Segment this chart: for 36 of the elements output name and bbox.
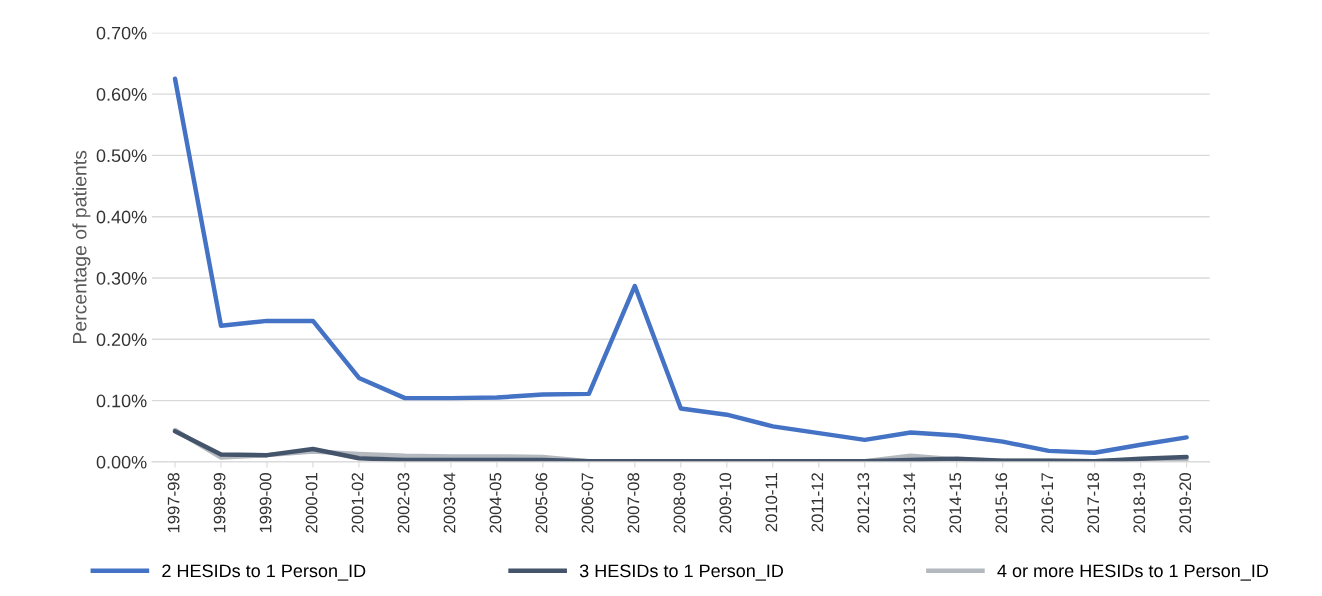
x-tick-label: 2013-14	[903, 472, 916, 533]
x-tick-label: 1998-99	[213, 473, 226, 533]
x-tick-label: 2017-18	[1087, 473, 1100, 533]
x-tick-label: 2006-07	[581, 473, 594, 533]
line-series	[172, 76, 1189, 455]
y-tick-label: 0.00%	[96, 455, 147, 469]
x-tick-label: 2012-13	[857, 473, 870, 533]
x-tick-label: 2009-10	[719, 472, 732, 533]
x-tick-label: 2016-17	[1041, 473, 1054, 533]
x-tick-label: 2008-09	[673, 473, 686, 533]
x-tick-label: 2003-04	[443, 472, 456, 533]
x-tick-label: 2007-08	[627, 473, 640, 533]
x-tick-label: 2011-12	[811, 473, 824, 532]
legend-label: 3 HESIDs to 1 Person_ID	[579, 564, 784, 581]
y-tick-label: 0.30%	[96, 271, 147, 285]
y-tick-label: 0.70%	[96, 26, 147, 40]
x-tick-label: 2019-20	[1179, 472, 1192, 533]
x-tick-label: 2004-05	[489, 473, 502, 533]
y-tick-label: 0.20%	[96, 333, 147, 347]
x-tick-label: 2001-02	[351, 473, 364, 533]
x-tick-label: 2000-01	[305, 473, 318, 533]
legend-label: 2 HESIDs to 1 Person_ID	[162, 564, 366, 581]
x-tick-label: 2015-16	[995, 473, 1008, 533]
x-tick-label: 2002-03	[397, 473, 410, 533]
x-tick-label: 1997-98	[167, 473, 180, 533]
x-tick-label: 1999-00	[259, 472, 272, 533]
x-tick-label: 2010-11	[765, 473, 778, 532]
y-tick-label: 0.50%	[96, 149, 147, 163]
y-tick-label: 0.40%	[96, 210, 147, 224]
x-tick-label: 2018-19	[1133, 473, 1146, 533]
y-tick-label: 0.10%	[96, 394, 147, 408]
legend-label: 4 or more HESIDs to 1 Person_ID	[997, 564, 1269, 581]
x-tick-label: 2005-06	[535, 473, 548, 533]
y-tick-label: 0.60%	[96, 88, 147, 101]
x-tick-label: 2014-15	[949, 473, 962, 533]
y-axis-title: Percentage of patients	[72, 150, 91, 344]
